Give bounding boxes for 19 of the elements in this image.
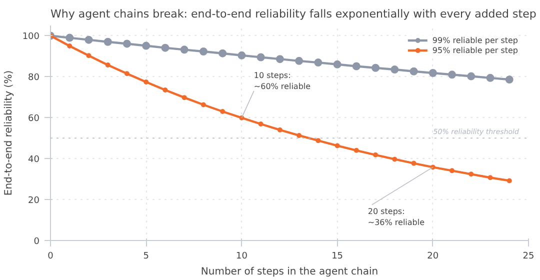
y-tick-label: 60 [28,114,40,124]
x-tick-label: 0 [48,252,54,262]
x-tick-label: 10 [236,252,248,262]
x-tick-label: 15 [332,252,344,262]
x-tick-label: 20 [427,252,439,262]
y-tick-label: 80 [28,73,40,84]
y-axis-title: End-to-end reliability (%) [3,70,14,196]
y-tick-label: 0 [34,237,40,247]
annotation: 20 steps: ~36% reliable [368,207,425,227]
legend-label: 95% reliable per step [432,45,518,55]
y-tick-label: 100 [22,32,40,42]
x-tick-label: 5 [143,252,149,262]
legend-label: 99% reliable per step [432,35,518,45]
x-axis-title: Number of steps in the agent chain [200,266,378,278]
y-tick-label: 20 [28,196,40,206]
annotation: 10 steps: ~60% reliable [254,71,311,91]
chart-title: Why agent chains break: end-to-end reliability falls exponentially with every added step [50,8,536,20]
y-tick-label: 40 [28,155,40,166]
x-tick-label: 25 [522,252,534,262]
